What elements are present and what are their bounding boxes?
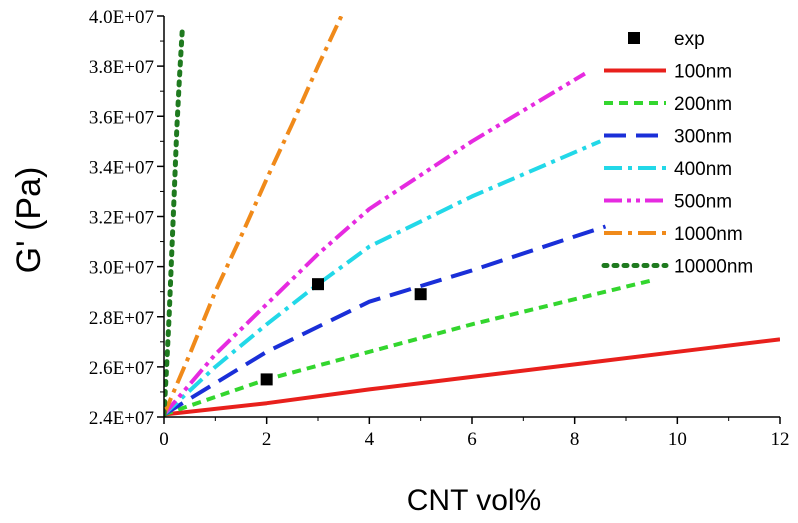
y-tick-label: 3.4E+07 [89, 157, 154, 178]
y-tick-label: 3.8E+07 [89, 57, 154, 78]
y-tick-label: 4.0E+07 [89, 7, 154, 28]
x-axis-title: CNT vol% [407, 484, 541, 517]
legend-label-10000nm: 10000nm [674, 257, 753, 278]
x-tick-label: 6 [467, 429, 477, 450]
series-300nm-line [164, 224, 607, 417]
x-tick-label: 10 [668, 429, 687, 450]
x-tick-label: 4 [365, 429, 375, 450]
y-tick-label: 3.0E+07 [89, 258, 154, 279]
x-tick-label: 2 [262, 429, 272, 450]
y-tick-label: 3.2E+07 [89, 208, 154, 229]
legend-label-400nm: 400nm [674, 159, 732, 180]
series-400nm-line [164, 139, 602, 416]
exp-point [414, 288, 427, 301]
legend-marker-exp [628, 32, 640, 44]
legend-label-200nm: 200nm [674, 94, 732, 115]
exp-point [260, 373, 273, 386]
y-axis-title: G' (Pa) [10, 167, 48, 274]
series-1000nm-line [164, 16, 344, 416]
legend-label-500nm: 500nm [674, 192, 732, 213]
y-tick-label: 2.8E+07 [89, 308, 154, 329]
series-500nm-line [164, 71, 586, 416]
legend-label-exp: exp [674, 29, 705, 50]
legend-label-100nm: 100nm [674, 62, 732, 83]
x-tick-label: 0 [159, 429, 169, 450]
series-layer [164, 16, 780, 417]
series-10000nm-line [164, 23, 185, 417]
series-100nm-line [164, 337, 780, 417]
x-tick-label: 8 [570, 429, 580, 450]
legend: exp 100nm 200nm 300nm 400nm 500nm 1000nm 10000n… [601, 29, 753, 278]
exp-point [312, 278, 324, 291]
legend-label-1000nm: 1000nm [674, 224, 743, 245]
series-200nm-line [164, 278, 653, 417]
axes-layer: 0 2 4 6 8 10 12 2.4E+07 2.6E+07 2.8E+07 3.0E+07 3.2… [89, 7, 790, 450]
y-tick-label: 2.4E+07 [89, 408, 154, 429]
legend-label-300nm: 300nm [674, 127, 732, 148]
x-tick-label: 12 [771, 429, 790, 450]
y-tick-label: 3.6E+07 [89, 107, 154, 128]
y-tick-label: 2.6E+07 [89, 358, 154, 379]
